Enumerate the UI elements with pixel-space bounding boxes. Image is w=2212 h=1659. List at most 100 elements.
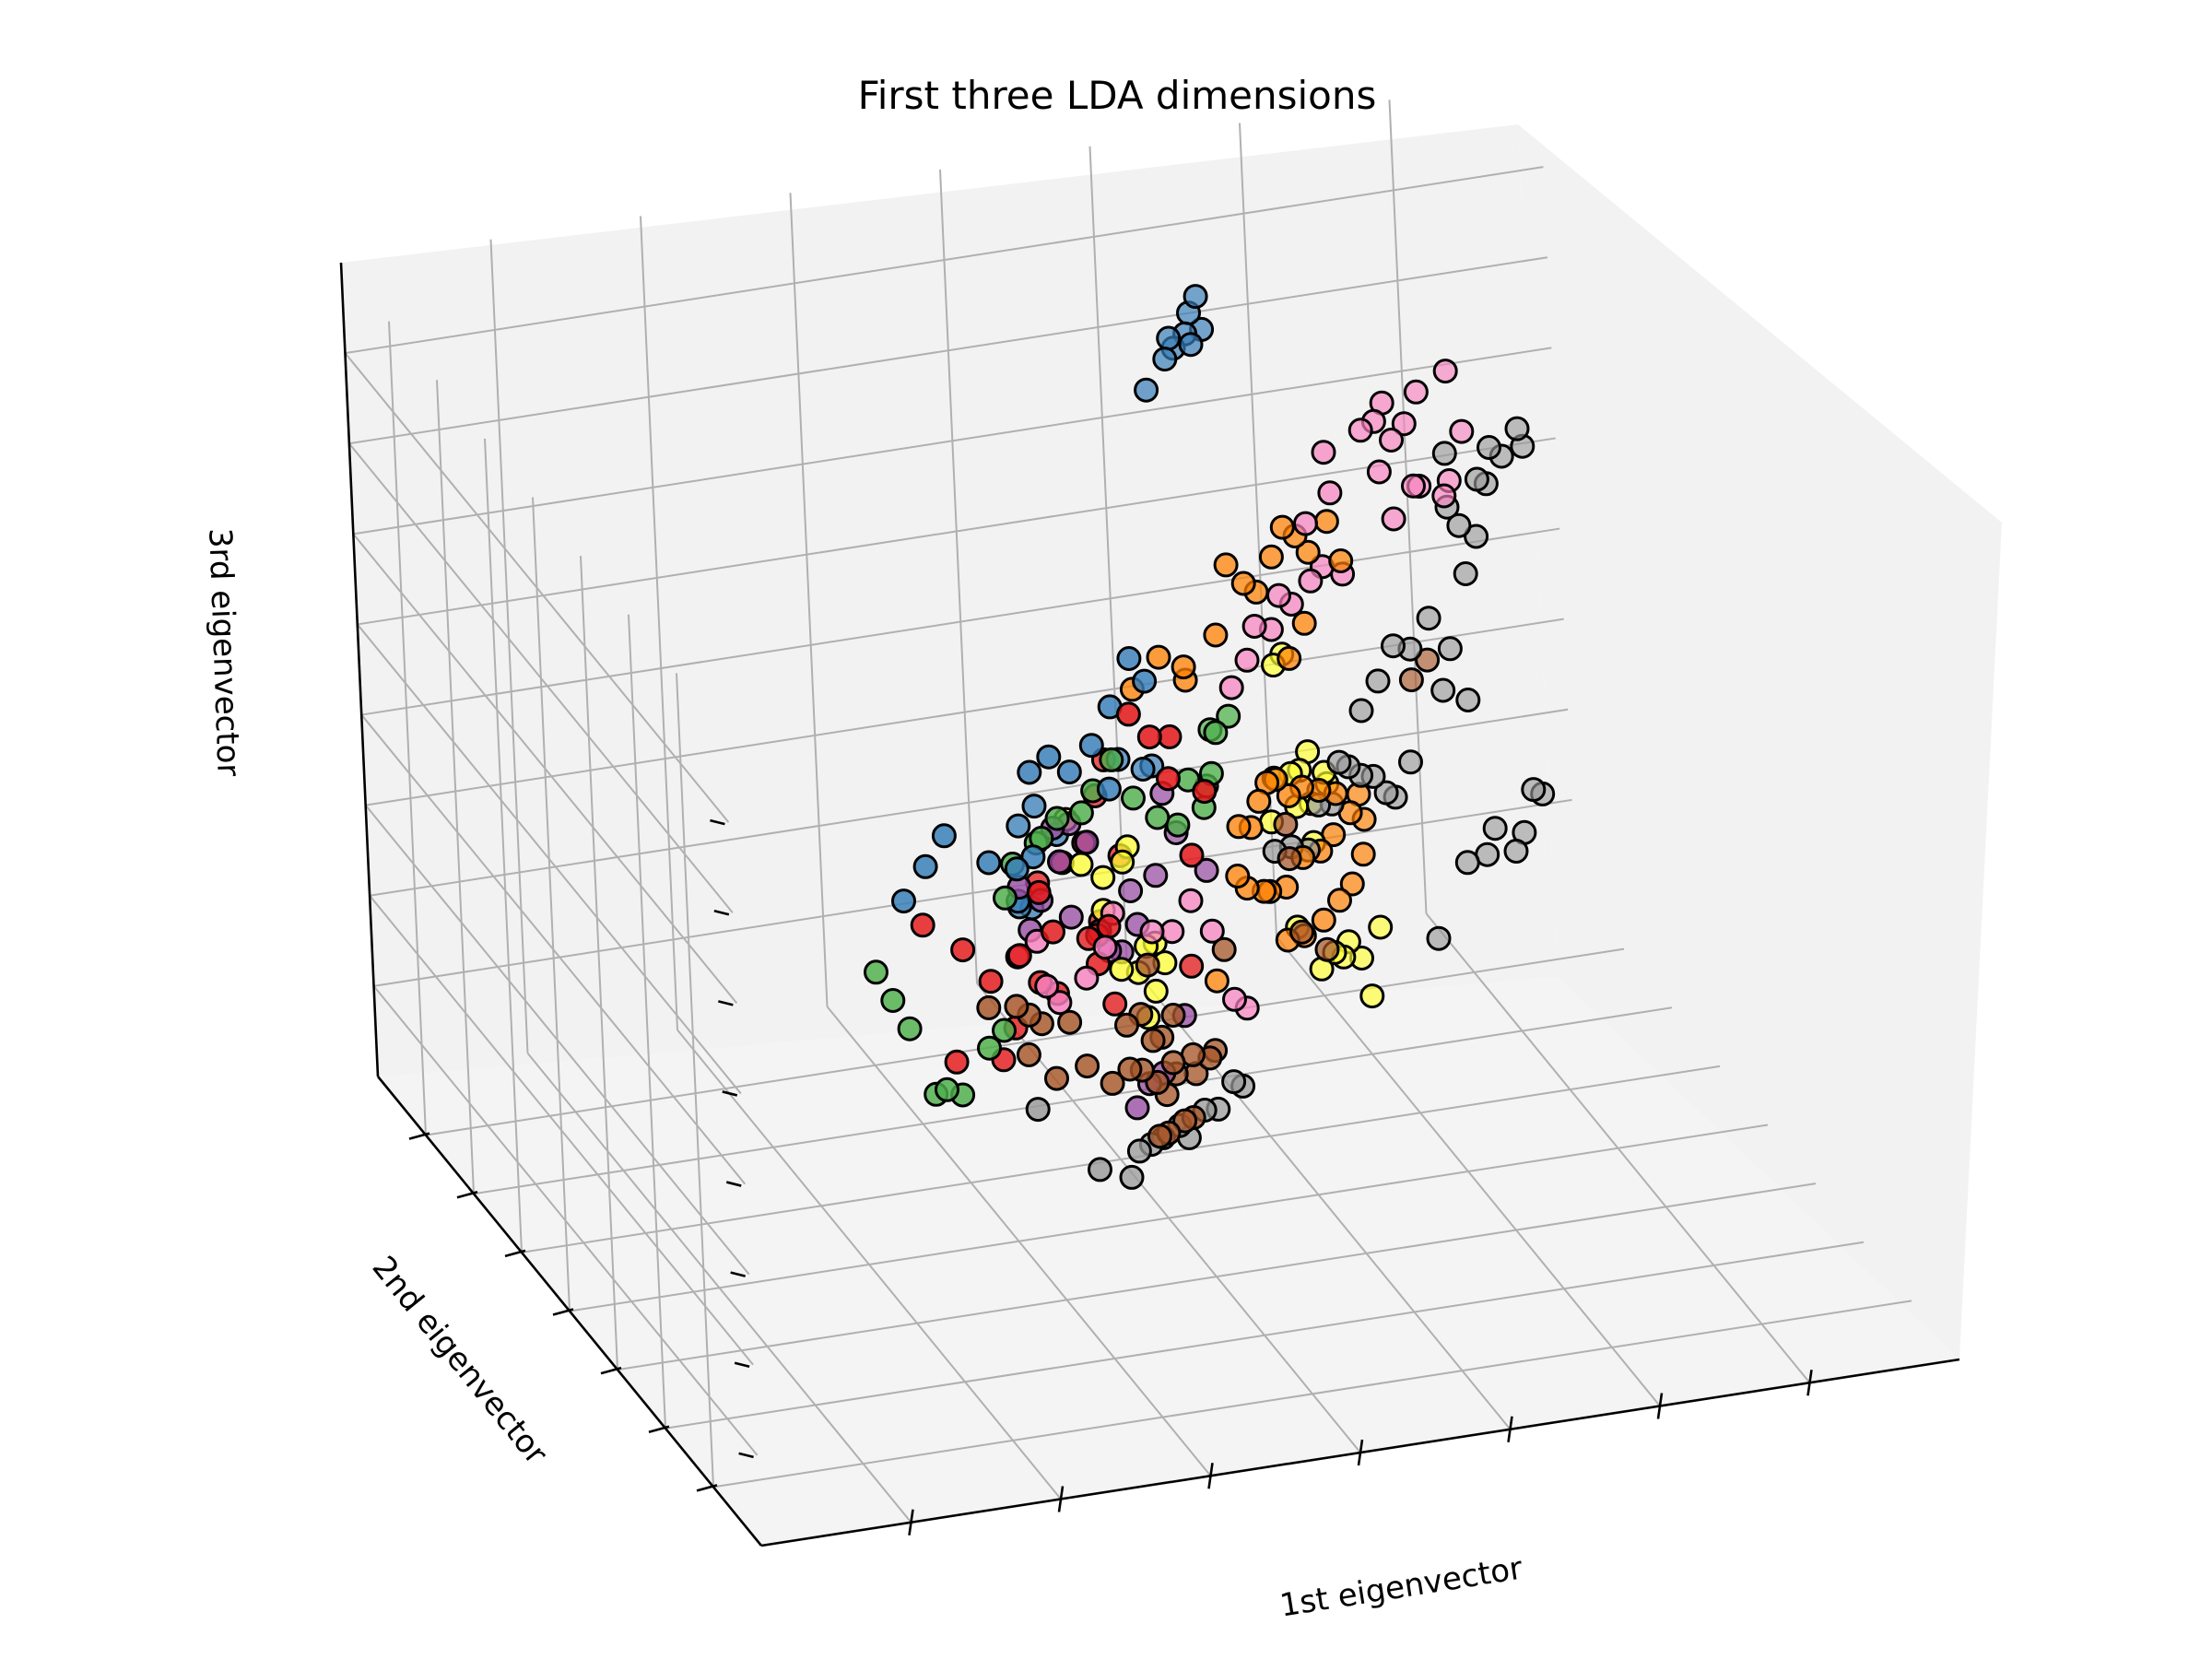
scatter-point-series-9 [1453,561,1478,586]
scatter-point-series-1 [1136,724,1162,750]
scatter-point-series-1 [910,912,935,938]
scatter-point-series-9 [1431,441,1457,466]
scatter-point-series-1 [1096,913,1122,939]
scatter-point-series-1 [1179,842,1205,868]
grid-line [357,437,1556,626]
scatter-point-series-8 [1092,935,1118,960]
scatter-point-series-5 [1276,782,1301,808]
scatter-point-series-3 [1216,703,1241,729]
grid-line [348,256,1548,445]
scatter-point-series-8 [1234,647,1260,673]
scatter-point-series-5 [1258,544,1284,570]
z-axis-tick [710,818,725,826]
scatter-point-series-3 [1121,785,1146,811]
scatter-point-series-3 [1044,806,1070,831]
scatter-point-series-8 [1311,440,1336,465]
scatter-point-series-2 [891,888,916,914]
scatter-point-series-7 [1314,936,1340,962]
x-axis-tick [1357,1439,1364,1466]
grid-line [344,352,730,823]
scatter-point-series-2 [1017,759,1042,785]
scatter-point-series-9 [1221,1069,1247,1095]
scatter-point-series-2 [1156,325,1182,351]
axis-ticks [408,818,1813,1535]
scatter-point-series-4 [1118,878,1144,903]
scatter-point-series-3 [1145,805,1171,830]
scatter-point-series-9 [1373,780,1399,806]
scatter-point-series-8 [1431,483,1457,509]
x-axis-tick [1207,1463,1214,1489]
grid-line [365,618,1564,806]
grid-line [580,556,618,1371]
scatter-point-series-2 [1116,646,1142,671]
scatter-point-series-7 [1075,1053,1100,1079]
grid-line [1388,100,1428,914]
scatter-point-series-2 [1078,733,1104,759]
scatter-point-series-9 [1348,698,1374,724]
scatter-point-series-6 [1090,865,1116,890]
grid-line [473,1006,1673,1195]
z-axis-tick [738,1452,754,1459]
scatter-point-series-9 [1455,688,1481,712]
scatter-point-series-2 [1134,377,1159,403]
x-axis-label: 1st eigenvector [1277,1550,1525,1625]
scatter-point-series-1 [1102,991,1128,1017]
y-axis-tick [648,1425,670,1434]
grid-line [369,895,754,1366]
scatter-point-series-6 [1109,957,1135,982]
scatter-point-series-4 [1047,849,1072,875]
z-axis-tick [722,1090,738,1097]
grid-line [364,805,750,1276]
scatter-point-series-9 [1464,466,1489,492]
scatter-point-series-2 [1152,347,1178,372]
z-axis-tick [718,1000,734,1006]
scatter-points [864,284,1556,1190]
scatter-point-series-2 [1004,856,1030,882]
scatter-point-series-3 [1203,720,1229,746]
scatter-point-series-7 [976,994,1002,1020]
y-axis-tick [456,1190,478,1199]
scatter-point-series-7 [1044,1065,1069,1091]
x-axis-tick [1656,1393,1664,1419]
scatter-point-series-5 [1225,864,1251,888]
scatter-point-series-5 [1327,888,1352,913]
scatter-point-series-5 [1171,654,1196,680]
scatter-point-series-1 [1179,953,1205,979]
grid-line [628,614,666,1429]
scatter-point-series-9 [1365,668,1391,694]
scatter-point-series-1 [978,969,1004,994]
scatter-point-series-3 [864,959,888,985]
grid-line [345,166,1544,355]
z-axis-tick [730,1271,746,1277]
scatter-point-series-9 [1482,816,1508,841]
scatter-point-series-8 [1199,918,1225,944]
grid-line [425,947,1625,1136]
scatter-point-series-9 [1503,839,1529,864]
grid-line [617,1182,1817,1371]
scatter-point-series-4 [1058,904,1084,930]
grid-line [939,169,978,984]
z-axis-line [339,262,380,1077]
scatter-point-series-9 [1426,925,1452,951]
grid-line [676,673,714,1488]
y-axis-tick [552,1308,574,1316]
y-axis-tick [504,1249,526,1258]
scatter-point-series-5 [1339,871,1365,897]
scatter-point-series-2 [1132,668,1158,694]
scatter-point-series-7 [1016,1041,1041,1067]
scatter-point-series-9 [1119,1164,1145,1190]
scatter-point-series-9 [1521,777,1547,803]
scatter-point-series-8 [1047,990,1073,1016]
scatter-point-series-9 [1381,633,1406,659]
y-axis-tick [696,1484,718,1492]
scatter-point-series-7 [1172,1108,1198,1134]
scatter-point-series-3 [993,885,1018,911]
scatter-point-series-5 [1246,788,1272,814]
scatter-point-series-7 [1398,667,1424,693]
scatter-point-series-8 [1266,582,1291,608]
scatter-point-series-1 [1006,943,1032,969]
scatter-point-series-3 [935,1077,959,1102]
scatter-point-series-2 [976,850,1002,876]
scatter-point-series-8 [1381,506,1406,532]
